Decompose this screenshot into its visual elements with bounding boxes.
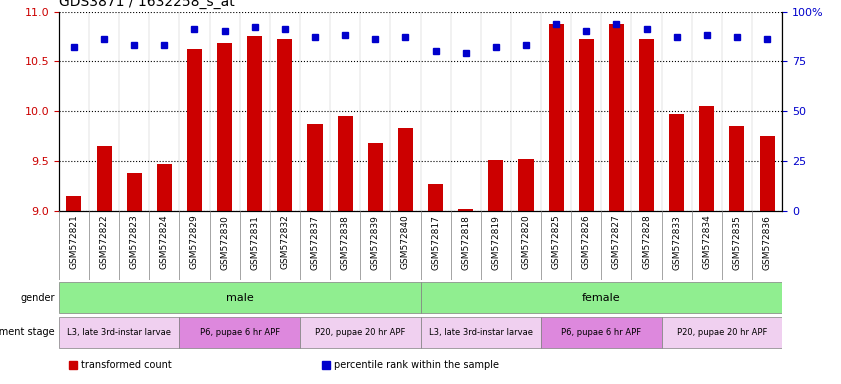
Text: gender: gender	[20, 293, 55, 303]
Text: GSM572817: GSM572817	[431, 215, 440, 270]
Text: GSM572822: GSM572822	[99, 215, 108, 269]
Bar	[699, 106, 714, 211]
FancyBboxPatch shape	[541, 316, 662, 348]
Text: GSM572827: GSM572827	[612, 215, 621, 270]
FancyBboxPatch shape	[420, 282, 782, 313]
Text: GSM572820: GSM572820	[521, 215, 531, 270]
Text: percentile rank within the sample: percentile rank within the sample	[334, 360, 499, 370]
Bar	[97, 146, 112, 211]
Text: male: male	[226, 293, 253, 303]
Bar	[489, 160, 504, 211]
Text: L3, late 3rd-instar larvae: L3, late 3rd-instar larvae	[429, 328, 532, 337]
Text: GSM572831: GSM572831	[251, 215, 259, 270]
Bar	[579, 40, 594, 211]
Bar	[518, 159, 533, 211]
Bar	[308, 124, 323, 211]
Text: GSM572823: GSM572823	[130, 215, 139, 270]
Text: GSM572821: GSM572821	[70, 215, 78, 270]
Bar	[278, 40, 293, 211]
FancyBboxPatch shape	[300, 316, 420, 348]
Text: P20, pupae 20 hr APF: P20, pupae 20 hr APF	[677, 328, 767, 337]
FancyBboxPatch shape	[179, 316, 300, 348]
Bar	[639, 40, 654, 211]
Bar	[729, 126, 744, 211]
Text: GSM572836: GSM572836	[763, 215, 771, 270]
Bar	[669, 114, 685, 211]
Bar	[759, 136, 775, 211]
Text: GSM572833: GSM572833	[672, 215, 681, 270]
Text: L3, late 3rd-instar larvae: L3, late 3rd-instar larvae	[67, 328, 171, 337]
Text: P6, pupae 6 hr APF: P6, pupae 6 hr APF	[199, 328, 280, 337]
Bar	[127, 173, 142, 211]
Bar	[217, 43, 232, 211]
Bar	[548, 23, 563, 211]
Text: female: female	[582, 293, 621, 303]
Bar	[368, 143, 383, 211]
Text: GSM572838: GSM572838	[341, 215, 350, 270]
Bar	[609, 23, 624, 211]
FancyBboxPatch shape	[420, 316, 541, 348]
Text: GSM572824: GSM572824	[160, 215, 169, 269]
Text: GSM572819: GSM572819	[491, 215, 500, 270]
FancyBboxPatch shape	[59, 282, 420, 313]
FancyBboxPatch shape	[662, 316, 782, 348]
Bar	[187, 50, 202, 211]
Bar	[428, 184, 443, 211]
Text: development stage: development stage	[0, 327, 55, 337]
Text: GSM572837: GSM572837	[310, 215, 320, 270]
Text: GSM572830: GSM572830	[220, 215, 229, 270]
Bar	[458, 209, 473, 211]
Text: GSM572839: GSM572839	[371, 215, 380, 270]
Text: GSM572826: GSM572826	[582, 215, 590, 270]
Text: GSM572828: GSM572828	[642, 215, 651, 270]
Bar	[337, 116, 352, 211]
FancyBboxPatch shape	[59, 316, 179, 348]
Bar	[66, 196, 82, 211]
Text: P6, pupae 6 hr APF: P6, pupae 6 hr APF	[561, 328, 642, 337]
Bar	[398, 128, 413, 211]
Text: GDS3871 / 1632258_s_at: GDS3871 / 1632258_s_at	[59, 0, 235, 9]
Bar	[156, 164, 172, 211]
Text: transformed count: transformed count	[81, 360, 172, 370]
Text: GSM572825: GSM572825	[552, 215, 561, 270]
Text: P20, pupae 20 hr APF: P20, pupae 20 hr APF	[315, 328, 405, 337]
Text: GSM572840: GSM572840	[401, 215, 410, 270]
Text: GSM572818: GSM572818	[461, 215, 470, 270]
Bar	[247, 36, 262, 211]
Text: GSM572834: GSM572834	[702, 215, 711, 270]
Text: GSM572829: GSM572829	[190, 215, 199, 270]
Text: GSM572835: GSM572835	[733, 215, 742, 270]
Text: GSM572832: GSM572832	[280, 215, 289, 270]
